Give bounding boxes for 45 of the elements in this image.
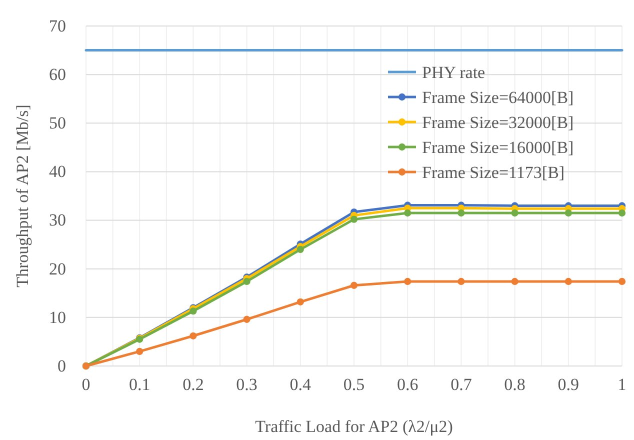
legend-label: Frame Size=32000[B] — [422, 113, 574, 132]
point — [350, 282, 358, 289]
point — [511, 209, 518, 217]
legend-label: PHY rate — [422, 63, 486, 82]
legend-label: Frame Size=16000[B] — [422, 138, 574, 157]
x-tick-label: 0.7 — [450, 375, 472, 394]
point — [458, 278, 465, 286]
y-tick-label: 70 — [49, 16, 66, 36]
y-tick-label: 60 — [49, 65, 66, 84]
x-tick-label: 1 — [618, 375, 626, 394]
point — [296, 298, 304, 306]
point — [564, 209, 572, 217]
y-tick-label: 0 — [58, 356, 66, 376]
point — [190, 308, 197, 315]
x-tick-label: 0.6 — [396, 375, 418, 394]
legend-label: Frame Size=64000[B] — [422, 88, 574, 107]
point — [136, 348, 144, 355]
point — [404, 209, 412, 217]
y-axis-title: Throughput of AP2 [Mb/s] — [13, 104, 32, 288]
point — [564, 278, 572, 286]
x-axis-title: Traffic Load for AP2 (λ2/μ2) — [255, 417, 453, 436]
x-tick-label: 0.8 — [504, 375, 526, 394]
x-tick-label: 0.5 — [343, 375, 365, 394]
point — [296, 246, 304, 253]
point — [350, 216, 358, 223]
x-tick-label: 0.9 — [558, 375, 580, 394]
point — [618, 209, 626, 217]
x-tick-label: 0 — [82, 375, 90, 394]
x-tick-label: 0.4 — [290, 375, 312, 394]
point — [511, 278, 518, 286]
point — [618, 278, 626, 286]
y-tick-label: 30 — [49, 210, 66, 230]
legend-label: Frame Size=1173[B] — [422, 163, 565, 182]
x-tick-label: 0.3 — [236, 375, 258, 394]
point — [243, 278, 250, 286]
point — [404, 278, 412, 286]
y-tick-label: 10 — [49, 308, 66, 327]
x-tick-label: 0.1 — [128, 375, 150, 394]
point — [458, 209, 465, 217]
y-tick-label: 50 — [49, 114, 66, 133]
y-tick-label: 20 — [49, 259, 66, 278]
point — [243, 316, 250, 323]
point — [190, 332, 197, 340]
y-tick-label: 40 — [49, 162, 66, 182]
x-tick-label: 0.2 — [182, 375, 204, 394]
